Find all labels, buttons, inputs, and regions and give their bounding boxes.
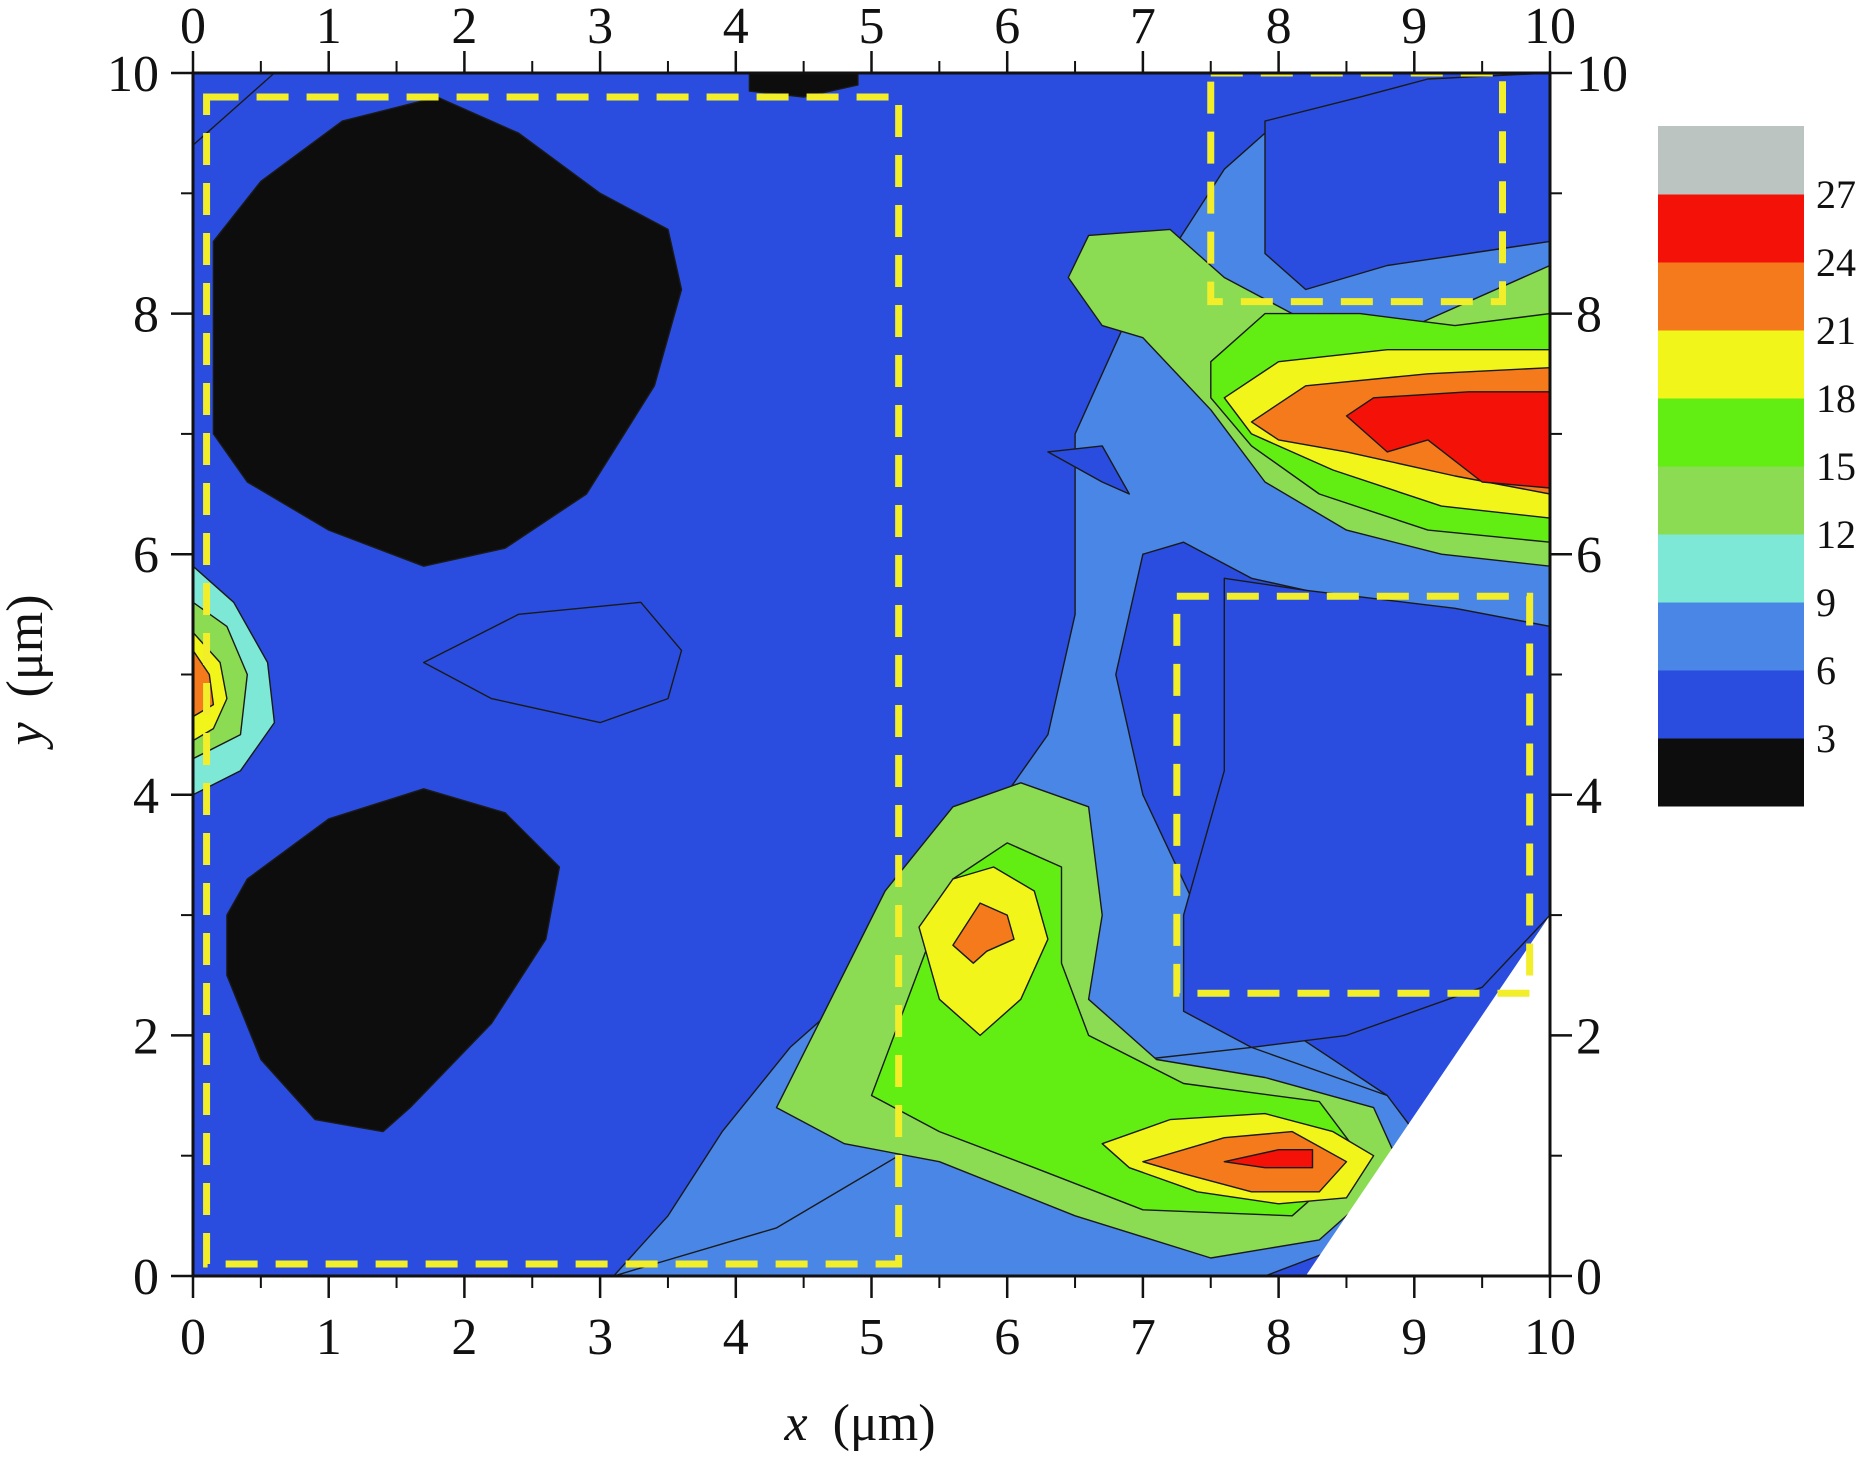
y-tick-label-right: 4 <box>1576 768 1602 825</box>
colorbar-tick-label: 21 <box>1816 308 1856 353</box>
colorbar-tick-label: 6 <box>1816 648 1836 693</box>
colorbar-swatch-5 <box>1658 466 1804 535</box>
y-tick-label-left: 10 <box>107 46 159 103</box>
contour-region-14 <box>1223 1148 1314 1169</box>
x-tick-label-bottom: 2 <box>451 1309 477 1366</box>
x-tick-label-top: 9 <box>1401 0 1427 55</box>
x-tick-label-top: 7 <box>1130 0 1156 55</box>
colorbar-swatch-9 <box>1658 194 1804 263</box>
colorbar-tick-label: 24 <box>1816 240 1856 285</box>
x-tick-label-bottom: 3 <box>587 1309 613 1366</box>
y-axis-label: y (μm) <box>0 594 54 750</box>
colorbar-tick-label: 27 <box>1816 172 1856 217</box>
x-tick-label-top: 8 <box>1266 0 1292 55</box>
colorbar: 3 6 9 12 15 18 21 24 27 <box>1658 126 1856 807</box>
x-tick-label-bottom: 10 <box>1524 1309 1576 1366</box>
y-tick-label-left: 0 <box>133 1249 159 1306</box>
colorbar-tick-label: 9 <box>1816 580 1836 625</box>
x-tick-label-bottom: 5 <box>859 1309 885 1366</box>
highlight-boxes <box>203 73 1534 1268</box>
colorbar-swatch-4 <box>1658 534 1804 603</box>
dashed-box-3 <box>1173 592 1534 997</box>
x-tick-label-top: 10 <box>1524 0 1576 55</box>
contour-region-3 <box>748 73 859 98</box>
colorbar-tick-label: 18 <box>1816 376 1856 421</box>
y-tick-label-right: 2 <box>1576 1008 1602 1065</box>
y-tick-label-right: 10 <box>1576 46 1628 103</box>
x-tick-label-top: 3 <box>587 0 613 55</box>
x-tick-label-bottom: 1 <box>316 1309 342 1366</box>
colorbar-swatch-6 <box>1658 398 1804 467</box>
y-tick-label-right: 8 <box>1576 287 1602 344</box>
y-tick-label-left: 6 <box>133 527 159 584</box>
x-tick-label-top: 6 <box>994 0 1020 55</box>
colorbar-swatch-2 <box>1658 670 1804 739</box>
x-tick-label-bottom: 7 <box>1130 1309 1156 1366</box>
y-tick-label-left: 2 <box>133 1008 159 1065</box>
x-tick-label-bottom: 0 <box>180 1309 206 1366</box>
contour-region-26 <box>193 73 276 146</box>
contour-region-6 <box>1182 577 1550 1049</box>
contour-region-11 <box>952 902 1015 964</box>
colorbar-swatch-8 <box>1658 262 1804 331</box>
contour-region-2 <box>226 788 561 1133</box>
y-tick-label-left: 4 <box>133 768 159 825</box>
x-tick-label-top: 5 <box>859 0 885 55</box>
contour-region-25 <box>1047 445 1131 495</box>
dashed-box-2 <box>1207 73 1507 306</box>
no-data-region <box>1305 915 1550 1276</box>
colorbar-tick-label: 12 <box>1816 512 1856 557</box>
y-tick-label-right: 0 <box>1576 1249 1602 1306</box>
x-tick-label-bottom: 9 <box>1401 1309 1427 1366</box>
contour-region-1 <box>212 96 683 567</box>
colorbar-swatch-7 <box>1658 330 1804 399</box>
x-tick-label-top: 0 <box>180 0 206 55</box>
x-axis-label: x (μm) <box>783 1395 935 1452</box>
y-tick-label-left: 8 <box>133 287 159 344</box>
x-tick-label-bottom: 8 <box>1266 1309 1292 1366</box>
colorbar-swatch-10 <box>1658 126 1804 195</box>
x-tick-label-bottom: 6 <box>994 1309 1020 1366</box>
x-tick-label-top: 4 <box>723 0 749 55</box>
contour-region-5 <box>1264 73 1550 291</box>
contour-region-19 <box>1345 391 1550 489</box>
dashed-box-1 <box>203 93 903 1268</box>
contour-fills <box>193 73 1550 1276</box>
colorbar-swatch-1 <box>1658 738 1804 807</box>
contour-region-24 <box>423 601 683 724</box>
x-tick-label-top: 2 <box>451 0 477 55</box>
colorbar-swatch-3 <box>1658 602 1804 671</box>
y-tick-label-right: 6 <box>1576 527 1602 584</box>
x-tick-label-bottom: 4 <box>723 1309 749 1366</box>
colorbar-tick-label: 15 <box>1816 444 1856 489</box>
x-tick-label-top: 1 <box>316 0 342 55</box>
colorbar-tick-label: 3 <box>1816 716 1836 761</box>
